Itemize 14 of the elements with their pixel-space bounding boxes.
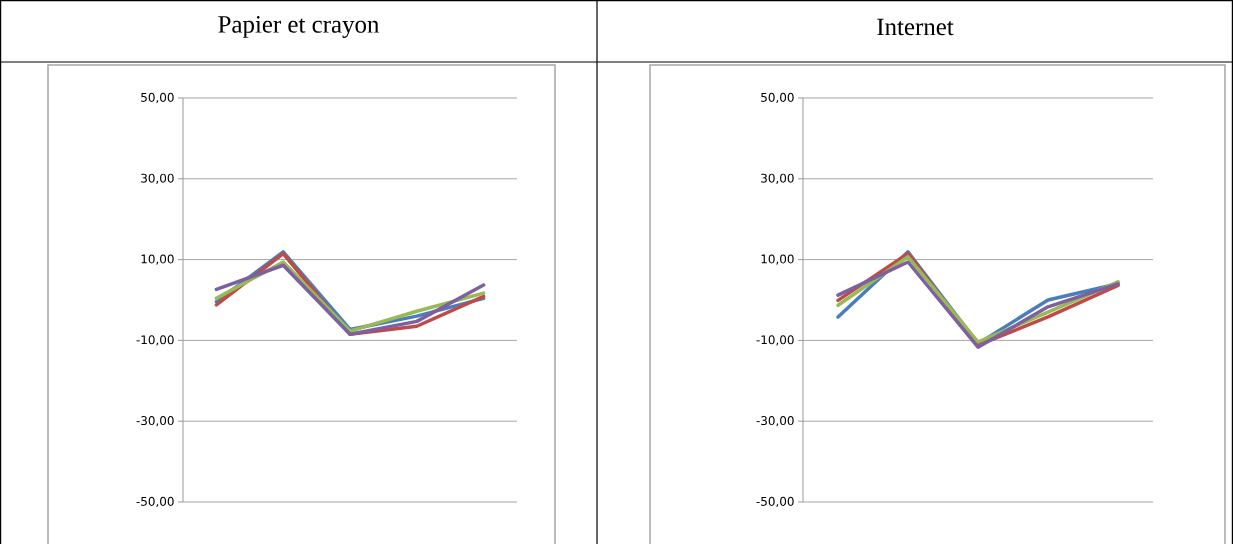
y-tick-label: 50,00	[141, 92, 174, 104]
chart-title: Papier et crayon	[218, 16, 380, 38]
y-tick-label: 50,00	[761, 92, 794, 104]
y-tick-label: -50,00	[136, 496, 174, 508]
y-tick-label: -10,00	[756, 335, 794, 346]
y-tick-label: 30,00	[141, 173, 174, 184]
y-tick-label: 30,00	[761, 173, 794, 184]
y-tick-label: -10,00	[136, 335, 174, 346]
chart-title: Internet	[877, 18, 954, 36]
y-tick-label: -30,00	[136, 416, 174, 427]
y-tick-label: 10,00	[141, 254, 174, 265]
y-tick-label: -50,00	[756, 496, 794, 508]
y-tick-label: 10,00	[761, 254, 794, 265]
y-tick-label: -30,00	[756, 416, 794, 427]
